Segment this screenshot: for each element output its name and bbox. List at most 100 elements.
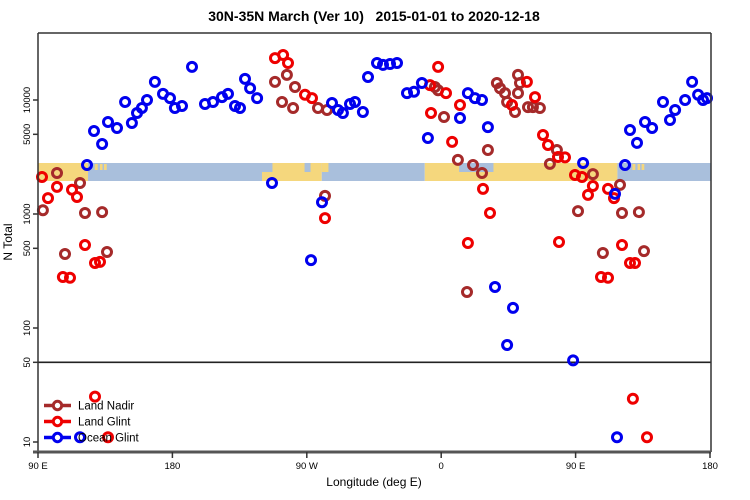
map-band-segment-ocean xyxy=(617,163,711,181)
data-point-land_glint xyxy=(626,392,639,405)
data-point-land_nadir xyxy=(616,207,628,219)
data-point-ocean_glint xyxy=(148,75,161,88)
data-point-land_glint xyxy=(446,135,459,148)
legend-label: Land Nadir xyxy=(78,401,134,413)
data-point-land_glint xyxy=(552,151,564,163)
data-point-ocean_glint xyxy=(168,102,181,114)
data-point-ocean_glint xyxy=(316,196,328,209)
legend-label: Ocean Glint xyxy=(78,433,140,445)
data-point-land_glint xyxy=(484,207,496,219)
data-point-land_glint xyxy=(440,87,452,100)
axis-ticks-layer: 90 E 180 90 W 0 90 E 180 10 50 100 500 1000 5000 100… xyxy=(22,87,718,472)
data-point-ocean_glint xyxy=(239,72,251,85)
data-point-ocean_glint xyxy=(421,132,434,144)
series-land_glint xyxy=(36,49,653,444)
data-point-land_glint xyxy=(71,191,83,203)
data-point-land_glint xyxy=(425,107,437,119)
map-band-segment-land xyxy=(321,163,329,172)
data-point-ocean_glint xyxy=(669,104,682,116)
data-point-ocean_glint xyxy=(266,177,278,189)
data-point-land_glint xyxy=(432,60,445,73)
data-point-ocean_glint xyxy=(222,87,234,100)
data-point-ocean_glint xyxy=(609,187,621,200)
legend-item-ocean_glint: Ocean Glint xyxy=(44,431,140,445)
data-point-ocean_glint xyxy=(619,159,631,171)
data-point-ocean_glint xyxy=(111,122,123,134)
data-point-land_glint xyxy=(89,390,101,403)
data-point-land_glint xyxy=(616,239,628,251)
data-point-land_nadir xyxy=(36,204,49,217)
map-band-segment-land xyxy=(641,164,645,170)
data-point-land_glint xyxy=(102,431,114,444)
data-point-land_glint xyxy=(529,91,541,104)
data-point-land_nadir xyxy=(533,102,546,114)
data-point-land_nadir xyxy=(461,286,473,298)
data-point-land_glint xyxy=(282,57,294,69)
data-point-ocean_glint xyxy=(164,92,176,105)
data-point-ocean_glint xyxy=(244,82,257,95)
legend-item-land_glint: Land Glint xyxy=(44,415,131,429)
y-tick-label: 10000 xyxy=(22,87,33,113)
data-point-ocean_glint xyxy=(326,97,338,109)
data-point-land_glint xyxy=(586,180,599,192)
data-point-land_nadir xyxy=(512,87,524,100)
data-point-ocean_glint xyxy=(234,102,246,114)
y-tick-label: 500 xyxy=(22,240,33,256)
data-point-land_nadir xyxy=(74,177,86,189)
data-point-land_nadir xyxy=(51,167,63,179)
data-point-land_nadir xyxy=(287,102,300,114)
data-point-land_nadir xyxy=(289,81,301,93)
data-point-ocean_glint xyxy=(119,96,132,108)
map-band-segment-land xyxy=(38,163,89,181)
data-point-land_glint xyxy=(537,129,549,141)
map-band-layer xyxy=(38,163,711,181)
legend-marker-land_glint xyxy=(51,415,64,428)
data-point-land_glint xyxy=(624,257,636,269)
data-point-ocean_glint xyxy=(454,112,466,124)
data-point-ocean_glint xyxy=(489,281,501,293)
map-band-segment-ocean xyxy=(304,163,311,172)
data-point-ocean_glint xyxy=(349,96,361,108)
data-point-land_nadir xyxy=(280,68,293,81)
data-point-land_nadir xyxy=(467,159,479,171)
data-point-ocean_glint xyxy=(102,116,114,128)
data-point-ocean_glint xyxy=(476,94,488,106)
data-point-land_nadir xyxy=(614,178,626,191)
data-point-ocean_glint xyxy=(611,431,623,444)
data-point-land_nadir xyxy=(269,75,281,88)
y-tick-label: 1000 xyxy=(22,203,33,224)
data-point-ocean_glint xyxy=(567,354,580,367)
data-point-land_glint xyxy=(277,49,290,61)
data-point-ocean_glint xyxy=(251,92,264,105)
data-point-land_glint xyxy=(542,139,554,151)
data-point-ocean_glint xyxy=(686,75,699,88)
y-tick-label: 100 xyxy=(22,320,33,336)
data-point-ocean_glint xyxy=(481,121,494,134)
data-point-land_glint xyxy=(79,239,91,251)
map-band-segment-ocean xyxy=(261,163,273,172)
data-point-land_nadir xyxy=(481,144,494,156)
data-point-land_glint xyxy=(42,192,54,205)
map-band-segment-ocean xyxy=(321,163,425,181)
data-point-land_glint xyxy=(559,151,571,164)
chart-title: 30N-35N March (Ver 10) 2015-01-01 to 202… xyxy=(208,8,540,24)
data-point-ocean_glint xyxy=(81,159,93,171)
data-point-ocean_glint xyxy=(408,85,420,98)
map-band-segment-land xyxy=(637,164,641,170)
data-point-ocean_glint xyxy=(74,431,86,444)
data-point-ocean_glint xyxy=(131,107,143,119)
data-point-ocean_glint xyxy=(305,254,317,267)
data-point-ocean_glint xyxy=(664,114,676,126)
legend-marker-ocean_glint xyxy=(51,431,64,444)
data-point-land_glint xyxy=(582,188,594,201)
data-point-ocean_glint xyxy=(631,136,643,149)
data-point-land_glint xyxy=(51,180,63,193)
map-band-segment-land xyxy=(94,164,98,170)
data-point-land_nadir xyxy=(59,248,71,260)
data-point-ocean_glint xyxy=(141,94,153,106)
data-point-land_glint xyxy=(94,255,106,268)
data-point-land_glint xyxy=(454,99,466,111)
data-point-land_nadir xyxy=(586,168,599,181)
